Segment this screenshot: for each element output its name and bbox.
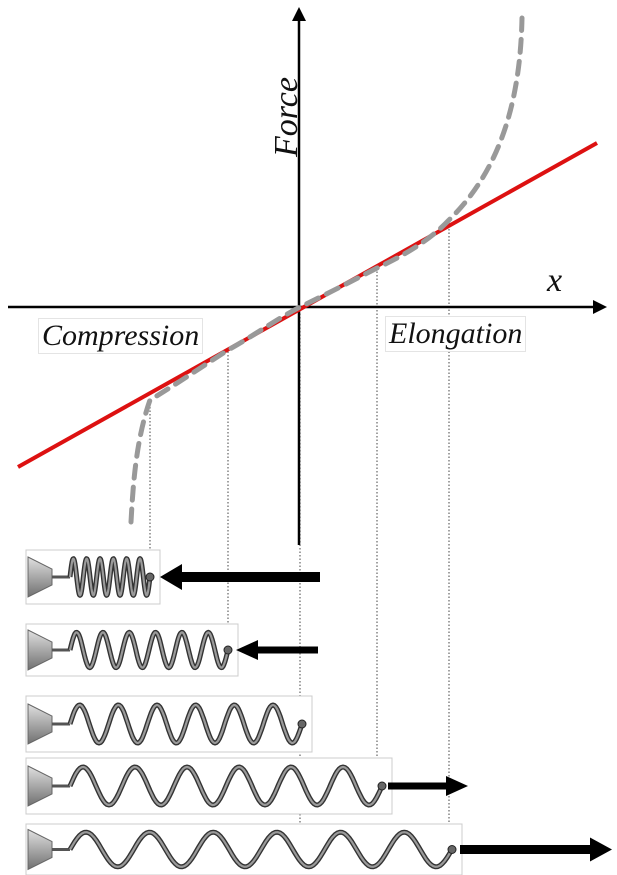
force-arrow-head (236, 640, 258, 660)
force-arrow-head (160, 564, 182, 590)
spring-strong-elongation (25, 823, 612, 875)
spring-end-knob (223, 645, 233, 655)
spring-end-knob (297, 719, 307, 729)
spring-base (27, 703, 53, 745)
spring-strong-compression (25, 549, 320, 605)
spring-coil (68, 703, 304, 745)
guide-lines (149, 222, 450, 875)
spring-elongation (25, 757, 468, 815)
spring-base (27, 629, 53, 671)
spring-base (27, 765, 53, 807)
spring-illustrations (25, 549, 612, 875)
spring-coil (68, 557, 152, 597)
real-force-curve (128, 15, 525, 525)
spring-rest (25, 695, 313, 753)
elongation-label: Elongation (385, 316, 527, 352)
spring-base (27, 556, 53, 598)
x-axis-label: x (547, 262, 563, 299)
force-axis-label: Force (268, 77, 305, 157)
spring-end-knob (145, 572, 155, 582)
compression-label: Compression (38, 318, 204, 354)
spring-coil (69, 831, 453, 868)
spring-end-knob (447, 845, 457, 854)
spring-coil (68, 631, 230, 669)
force-arrow-head (590, 837, 612, 862)
spring-base (27, 828, 53, 871)
spring-coil (68, 765, 384, 807)
spring-compression (25, 623, 318, 677)
force-arrow-head (446, 776, 468, 796)
spring-end-knob (377, 781, 387, 791)
